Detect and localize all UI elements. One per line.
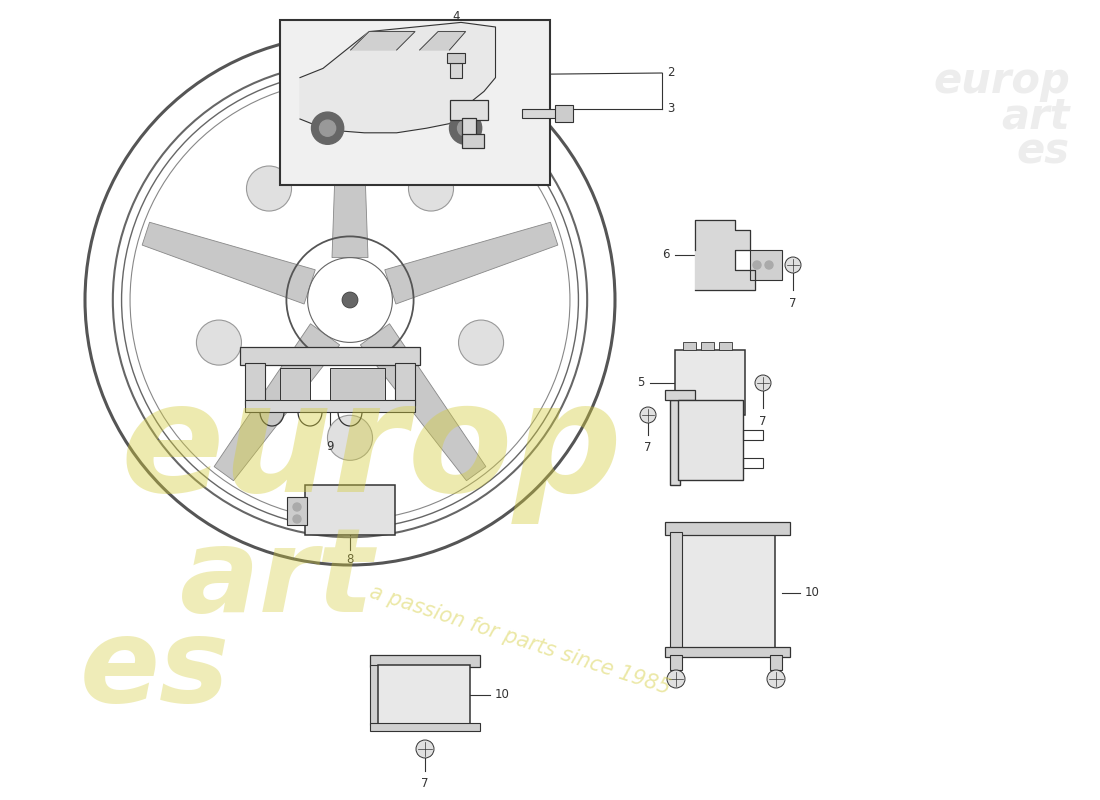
Polygon shape — [419, 31, 465, 50]
Bar — [378, 665, 470, 725]
Text: 2: 2 — [667, 66, 674, 79]
Circle shape — [764, 261, 773, 269]
Text: 10: 10 — [495, 689, 510, 702]
Text: 11: 11 — [681, 357, 695, 370]
Circle shape — [767, 670, 785, 688]
Bar — [245, 400, 415, 412]
Circle shape — [667, 670, 685, 688]
Bar — [742, 430, 763, 440]
Polygon shape — [351, 31, 415, 50]
Bar — [670, 400, 680, 485]
Circle shape — [459, 320, 504, 365]
Text: europ: europ — [120, 375, 623, 525]
Text: 9: 9 — [327, 440, 333, 453]
Text: 10: 10 — [805, 586, 820, 599]
Bar — [522, 109, 557, 118]
Bar — [447, 53, 465, 63]
Bar — [245, 363, 265, 405]
Circle shape — [754, 261, 761, 269]
Text: 7: 7 — [789, 297, 796, 310]
Circle shape — [311, 112, 343, 144]
Bar — [678, 400, 743, 480]
Polygon shape — [300, 22, 495, 133]
Bar — [462, 118, 476, 136]
Circle shape — [328, 415, 373, 460]
Circle shape — [755, 375, 771, 391]
Bar — [670, 655, 682, 670]
Polygon shape — [361, 324, 486, 481]
Text: a passion for parts since 1985: a passion for parts since 1985 — [367, 582, 673, 698]
Bar — [395, 363, 415, 405]
Text: 7: 7 — [759, 415, 767, 428]
Circle shape — [293, 515, 301, 523]
Bar — [305, 485, 395, 535]
Circle shape — [342, 292, 358, 308]
Bar — [666, 647, 790, 657]
Bar — [450, 63, 462, 78]
Bar — [370, 665, 379, 725]
Bar — [683, 342, 696, 350]
Bar — [701, 342, 714, 350]
Bar — [370, 655, 480, 667]
Polygon shape — [385, 222, 558, 304]
Text: es: es — [80, 613, 230, 727]
Circle shape — [458, 120, 474, 136]
Bar — [330, 368, 385, 400]
Text: 7: 7 — [645, 441, 651, 454]
Circle shape — [246, 166, 292, 211]
Polygon shape — [142, 222, 316, 304]
Bar — [680, 535, 775, 650]
Bar — [280, 20, 550, 185]
Bar — [666, 522, 790, 535]
Circle shape — [408, 166, 453, 211]
Text: 3: 3 — [667, 102, 674, 115]
Bar — [742, 458, 763, 468]
Bar — [240, 347, 420, 365]
Bar — [719, 342, 732, 350]
Circle shape — [197, 320, 242, 365]
Text: 6: 6 — [662, 249, 670, 262]
Bar — [670, 532, 682, 650]
Text: art: art — [180, 522, 374, 638]
Polygon shape — [695, 220, 755, 290]
Bar — [280, 368, 310, 400]
Circle shape — [640, 407, 656, 423]
Bar — [675, 350, 745, 415]
Polygon shape — [214, 324, 340, 481]
Text: 4: 4 — [452, 10, 460, 23]
Text: 5: 5 — [638, 377, 645, 390]
Text: europ
art
es: europ art es — [933, 60, 1070, 173]
Polygon shape — [332, 86, 368, 258]
Bar — [556, 105, 573, 122]
Bar — [770, 655, 782, 670]
Circle shape — [320, 120, 336, 136]
Bar — [462, 134, 484, 148]
Bar — [450, 100, 488, 120]
Bar — [370, 723, 480, 731]
Text: 8: 8 — [346, 553, 354, 566]
Text: 1: 1 — [374, 106, 382, 119]
Text: 7: 7 — [421, 777, 429, 790]
Bar — [287, 497, 307, 525]
Circle shape — [416, 740, 434, 758]
Bar — [750, 250, 782, 280]
Circle shape — [785, 257, 801, 273]
Circle shape — [293, 503, 301, 511]
Bar — [666, 390, 695, 400]
Circle shape — [450, 112, 482, 144]
